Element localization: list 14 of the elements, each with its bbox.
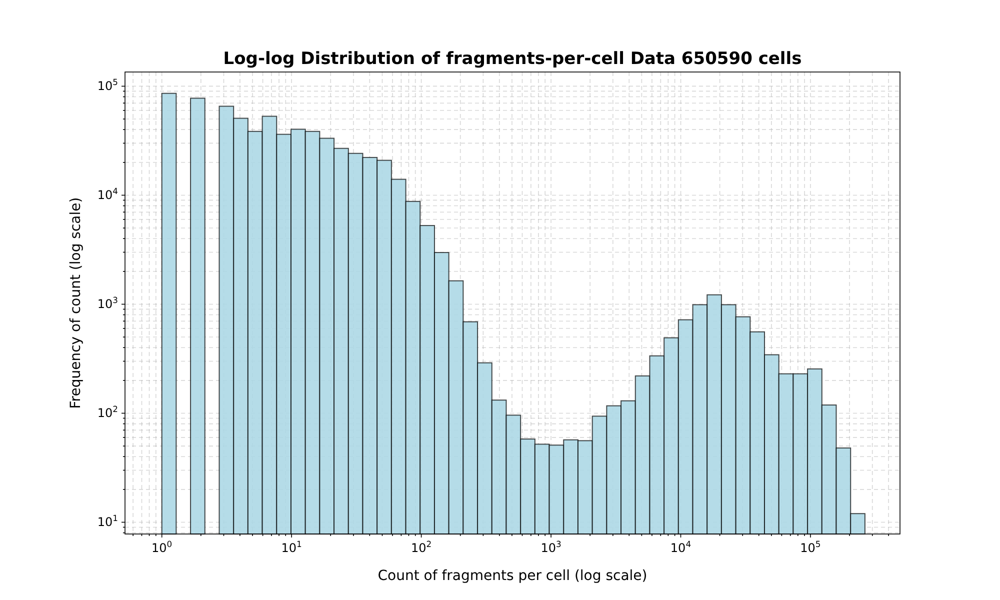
x-tick-label: 10$^{5}$ <box>800 539 821 555</box>
x-tick-label: 10$^{2}$ <box>410 539 432 555</box>
y-tick-label: 10$^{1}$ <box>97 513 118 530</box>
x-tick-label: 10$^{3}$ <box>540 539 562 555</box>
x-tick-label: 10$^{4}$ <box>670 539 692 555</box>
x-axis-title: Count of fragments per cell (log scale) <box>378 568 648 584</box>
y-tick-label: 10$^{3}$ <box>97 295 118 312</box>
chart-title: Log-log Distribution of fragments-per-cell Data 650590 cells <box>223 49 802 69</box>
y-tick-label: 10$^{4}$ <box>97 186 118 202</box>
y-tick-label: 10$^{2}$ <box>97 404 118 420</box>
x-tick-label: 10$^{0}$ <box>152 539 172 555</box>
y-tick-label: 10$^{5}$ <box>97 77 118 94</box>
y-axis-title: Frequency of count (log scale) <box>68 197 84 409</box>
x-tick-label: 10$^{1}$ <box>281 539 302 555</box>
